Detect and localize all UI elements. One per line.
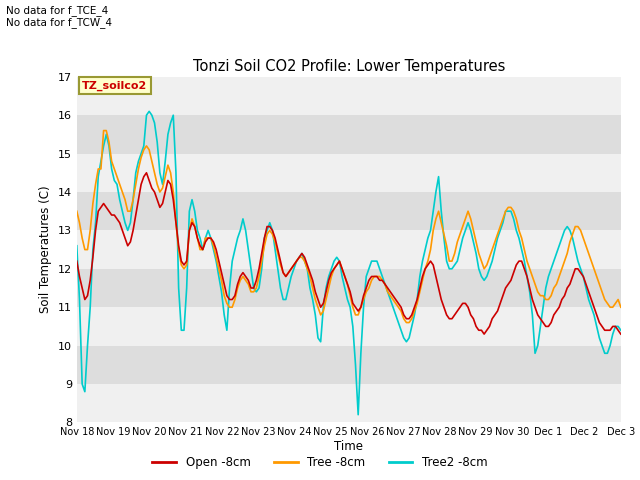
Bar xyxy=(77,269,621,307)
Bar xyxy=(77,230,621,269)
Bar xyxy=(77,384,621,422)
Legend: Open -8cm, Tree -8cm, Tree2 -8cm: Open -8cm, Tree -8cm, Tree2 -8cm xyxy=(148,452,492,474)
Bar xyxy=(77,346,621,384)
Bar xyxy=(77,115,621,154)
Y-axis label: Soil Temperatures (C): Soil Temperatures (C) xyxy=(39,186,52,313)
Bar xyxy=(77,77,621,115)
Title: Tonzi Soil CO2 Profile: Lower Temperatures: Tonzi Soil CO2 Profile: Lower Temperatur… xyxy=(193,59,505,74)
X-axis label: Time: Time xyxy=(334,440,364,453)
Bar xyxy=(77,192,621,230)
Bar xyxy=(77,154,621,192)
Text: No data for f_TCE_4
No data for f_TCW_4: No data for f_TCE_4 No data for f_TCW_4 xyxy=(6,5,113,28)
Bar xyxy=(77,307,621,346)
Text: TZ_soilco2: TZ_soilco2 xyxy=(82,80,147,91)
